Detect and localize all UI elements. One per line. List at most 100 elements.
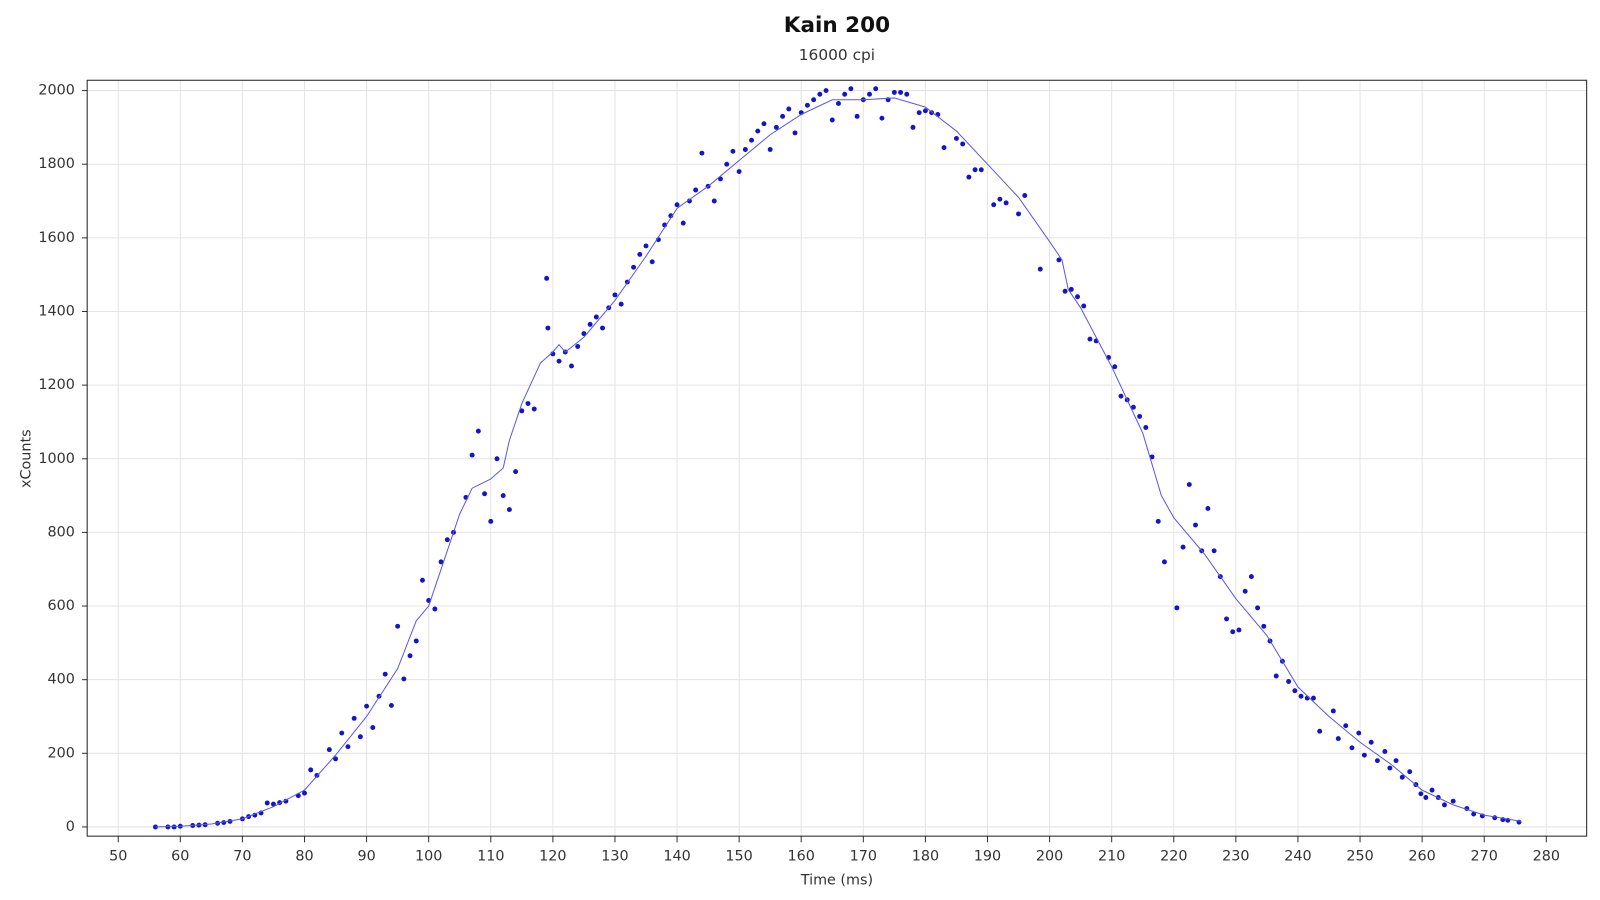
data-point: [618, 301, 624, 307]
y-tick-label: 600: [47, 598, 74, 614]
data-point: [612, 292, 618, 298]
data-point: [482, 491, 488, 497]
data-point: [997, 196, 1003, 202]
data-point: [904, 91, 910, 97]
data-point: [941, 145, 947, 151]
data-point: [469, 452, 475, 458]
data-point: [1382, 749, 1388, 754]
x-tick-label: 80: [295, 849, 313, 865]
data-point: [1335, 736, 1341, 742]
data-point: [326, 747, 332, 753]
data-point: [829, 117, 835, 123]
y-tick-label: 1600: [38, 230, 75, 246]
data-point: [1022, 193, 1028, 198]
data-point: [1399, 774, 1405, 780]
data-point: [1143, 424, 1149, 430]
y-tick-label: 400: [47, 672, 74, 688]
chart-subtitle: 16000 cpi: [799, 46, 875, 64]
data-point: [910, 124, 916, 130]
data-point: [407, 653, 413, 659]
data-point: [488, 518, 494, 524]
x-tick-label: 200: [1036, 849, 1063, 865]
data-point: [308, 767, 314, 773]
data-point: [506, 507, 512, 513]
data-point: [811, 97, 817, 103]
y-tick-label: 1400: [38, 303, 75, 319]
data-point: [1393, 758, 1399, 764]
data-point: [600, 325, 605, 331]
data-point: [674, 202, 680, 208]
data-point: [643, 243, 649, 249]
x-tick-label: 130: [601, 849, 628, 865]
x-tick-label: 160: [788, 849, 815, 865]
x-tick-label: 170: [850, 849, 877, 865]
data-point: [1186, 482, 1192, 487]
data-point: [1368, 739, 1374, 745]
data-point: [1205, 506, 1211, 511]
data-point: [1242, 588, 1248, 594]
data-point: [357, 734, 363, 740]
data-point: [1450, 798, 1456, 804]
data-point: [1356, 730, 1362, 736]
data-point: [1273, 673, 1279, 679]
data-point: [724, 161, 730, 167]
data-point: [780, 113, 786, 119]
data-point: [339, 730, 345, 736]
x-tick-label: 270: [1471, 849, 1498, 865]
data-point: [494, 456, 500, 462]
data-point: [1056, 257, 1062, 263]
x-axis-label: Time (ms): [800, 872, 873, 888]
data-point: [1361, 752, 1367, 758]
data-point: [1311, 695, 1316, 701]
data-point: [631, 264, 637, 270]
data-point: [761, 121, 767, 127]
data-point: [1180, 544, 1186, 550]
data-point: [1224, 616, 1230, 622]
data-point: [711, 198, 717, 204]
data-point: [649, 259, 655, 265]
data-point: [171, 824, 177, 830]
data-point: [1062, 288, 1068, 294]
data-point: [1081, 303, 1087, 309]
data-point: [854, 113, 860, 119]
data-point: [1118, 393, 1124, 399]
data-point: [531, 406, 537, 412]
x-tick-label: 70: [233, 849, 251, 865]
data-point: [395, 623, 401, 629]
data-point: [1087, 336, 1093, 342]
data-point: [1016, 211, 1021, 217]
data-point: [1075, 294, 1080, 300]
x-tick-label: 50: [109, 849, 127, 865]
data-point: [960, 141, 966, 147]
data-point: [1037, 266, 1043, 272]
data-point: [1174, 605, 1180, 611]
data-point: [773, 124, 779, 130]
data-point: [1112, 364, 1118, 370]
data-point: [873, 86, 879, 92]
data-point: [637, 251, 643, 257]
data-point: [848, 86, 854, 92]
data-point: [438, 559, 444, 565]
data-point: [1387, 765, 1393, 771]
data-point: [388, 702, 394, 708]
x-tick-label: 260: [1408, 849, 1435, 865]
data-point: [519, 408, 525, 414]
data-point: [922, 108, 928, 114]
x-tick-label: 220: [1160, 849, 1187, 865]
data-point: [786, 106, 792, 112]
y-tick-label: 0: [66, 819, 75, 835]
x-tick-label: 190: [974, 849, 1001, 865]
data-point: [444, 537, 450, 543]
data-point: [1418, 791, 1424, 797]
x-tick-label: 180: [912, 849, 939, 865]
data-point: [432, 606, 438, 612]
x-tick-label: 280: [1533, 849, 1560, 865]
data-point: [413, 638, 419, 644]
y-tick-label: 1200: [38, 377, 75, 393]
data-point: [916, 110, 922, 116]
data-point: [475, 428, 481, 434]
data-point: [556, 358, 562, 364]
y-tick-label: 800: [47, 524, 74, 540]
x-tick-label: 110: [477, 849, 504, 865]
